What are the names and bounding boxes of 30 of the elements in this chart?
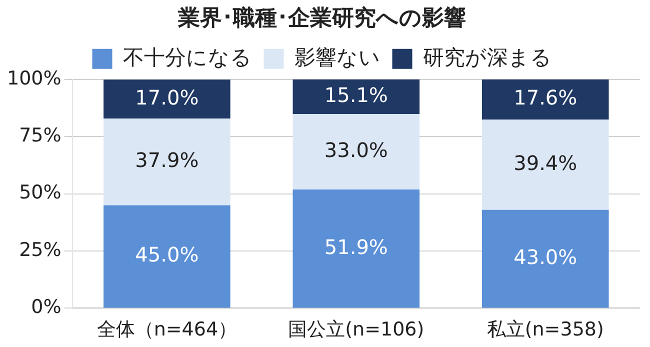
y-tick-label: 50% xyxy=(19,182,62,204)
bar xyxy=(104,118,230,206)
data-label: 37.9% xyxy=(135,148,199,172)
bar xyxy=(482,120,609,210)
y-tick-label: 25% xyxy=(19,238,62,261)
data-label: 43.0% xyxy=(514,244,578,269)
legend-label: 研究が深まる xyxy=(422,45,552,70)
bar xyxy=(104,205,230,308)
bar xyxy=(482,210,609,308)
bar xyxy=(292,189,420,308)
x-tick-label: 全体（n=464） xyxy=(96,318,238,341)
y-tick-label: 0% xyxy=(31,296,62,318)
bar xyxy=(292,114,420,190)
data-label: 15.1% xyxy=(324,82,388,107)
data-label: 39.4% xyxy=(514,150,578,175)
y-tick-label: 100% xyxy=(6,67,62,90)
x-tick-label: 私立(n=358) xyxy=(486,318,604,341)
data-label: 17.0% xyxy=(135,85,199,110)
data-label: 33.0% xyxy=(324,138,388,162)
bar xyxy=(482,79,609,120)
bar xyxy=(292,79,420,114)
chart-title: 業界･職種･企業研究への影響 xyxy=(177,4,466,31)
legend-label: 不十分になる xyxy=(122,45,252,70)
data-label: 45.0% xyxy=(135,242,199,267)
y-tick-label: 75% xyxy=(19,124,62,147)
data-label: 17.6% xyxy=(514,86,578,110)
data-label: 51.9% xyxy=(324,234,388,259)
legend-label: 影響ない xyxy=(294,45,380,70)
x-tick-label: 国公立(n=106) xyxy=(288,318,424,341)
bar xyxy=(104,80,230,119)
